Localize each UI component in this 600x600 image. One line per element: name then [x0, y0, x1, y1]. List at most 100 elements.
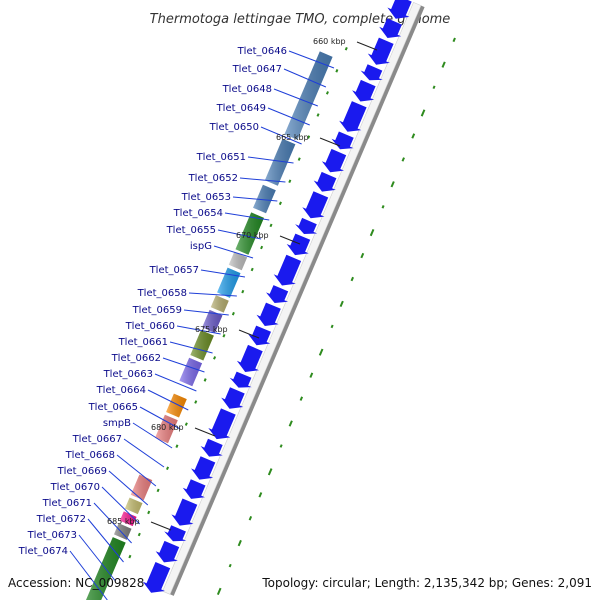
gc-mark: [156, 488, 160, 493]
forward-gene-arrow: [191, 456, 216, 480]
gc-mark: [231, 311, 235, 316]
leader-line: [288, 50, 335, 69]
gene-label: Tlet_0658: [137, 288, 187, 299]
gene-label: Tlet_0669: [57, 466, 107, 477]
kbp-tick-label: 665 kbp: [276, 133, 309, 142]
gc-mark: [420, 109, 426, 117]
forward-gene-arrow: [367, 37, 394, 65]
map-title: Thermotoga lettingae TMO, complete genom…: [150, 12, 451, 27]
gc-mark: [411, 133, 416, 139]
gc-mark: [309, 372, 314, 378]
forward-gene-arrow: [142, 562, 171, 593]
gene-label: Tlet_0673: [27, 530, 77, 541]
gc-mark: [299, 396, 304, 401]
gene-label: Tlet_0650: [209, 122, 259, 133]
cog-block-shade: [210, 295, 229, 313]
gc-mark: [278, 201, 282, 206]
leader-line: [78, 534, 116, 582]
gene-label: Tlet_0662: [111, 353, 161, 364]
cog-block-shade: [235, 212, 264, 255]
gene-label: Tlet_0657: [149, 265, 199, 276]
leader-line: [87, 518, 124, 563]
gc-mark: [369, 228, 375, 237]
gene-label: Tlet_0652: [188, 173, 238, 184]
gc-mark: [360, 252, 365, 259]
gc-mark: [137, 532, 141, 537]
gene-label: Tlet_0649: [216, 103, 266, 114]
gc-mark: [316, 113, 320, 117]
gene-labels: Tlet_0646 Tlet_0647 Tlet_0648 Tlet_0649 Tlet…: [18, 46, 287, 557]
forward-gene-arrow: [200, 438, 223, 457]
gc-mark: [128, 554, 132, 559]
kbp-tick-label: 675 kbp: [195, 325, 228, 334]
forward-strand-track: [142, 0, 412, 593]
gc-mark: [339, 300, 344, 308]
backbone-band: [162, 2, 422, 595]
leader-line: [188, 292, 237, 297]
gene-label: Tlet_0651: [196, 152, 246, 163]
gc-mark: [267, 468, 273, 476]
leader-line: [247, 156, 294, 164]
accession-label: Accession: NC_009828: [8, 576, 144, 590]
backbone-shadow: [170, 5, 425, 596]
topology-label: Topology: circular; Length: 2,135,342 bp…: [261, 576, 592, 590]
kbp-tick-mark: [279, 235, 301, 245]
leader-line: [123, 438, 165, 468]
gene-label: Tlet_0655: [166, 225, 216, 236]
gc-mark: [307, 135, 311, 139]
gc-mark: [390, 181, 395, 188]
gc-mark: [260, 245, 264, 250]
gene-label: Tlet_0661: [118, 337, 168, 348]
forward-gene-arrow: [321, 148, 347, 173]
leader-line: [239, 177, 286, 183]
leader-line: [116, 454, 157, 487]
forward-gene-arrow: [229, 371, 252, 388]
forward-gene-arrow: [221, 387, 245, 409]
gc-mark: [381, 205, 385, 209]
forward-gene-arrow: [236, 344, 263, 372]
forward-gene-arrow: [266, 285, 289, 303]
leader-line: [93, 502, 132, 544]
forward-gene-arrow: [339, 101, 367, 132]
leader-line: [283, 68, 327, 88]
gc-mark: [258, 492, 263, 498]
gc-mark: [213, 356, 217, 360]
gc-mark: [166, 466, 170, 471]
gc-mark: [330, 324, 334, 329]
forward-gene-arrow: [182, 479, 206, 499]
leader-line: [69, 550, 108, 600]
forward-gene-arrow: [273, 254, 302, 286]
cog-block-shade: [253, 184, 276, 214]
kbp-tick-label: 685 kbp: [107, 517, 140, 526]
gene-label: Tlet_0674: [18, 546, 68, 557]
forward-gene-arrow: [360, 64, 383, 81]
gene-label: Tlet_0664: [96, 385, 146, 396]
forward-gene-arrow: [387, 0, 412, 19]
gene-label: Tlet_0668: [65, 450, 115, 461]
gene-label: Tlet_0663: [103, 369, 153, 380]
leader-line: [260, 126, 302, 145]
gc-mark: [325, 91, 329, 95]
cog-block-shade: [179, 357, 203, 387]
kbp-tick-mark: [319, 137, 341, 147]
cog-block-shade: [124, 497, 143, 515]
kbp-tick-label: 670 kbp: [236, 231, 269, 240]
gc-mark: [269, 223, 273, 228]
leader-line: [273, 88, 318, 107]
cog-block-shade: [166, 393, 187, 418]
forward-gene-arrow: [313, 171, 337, 192]
gene-label: Tlet_0660: [125, 321, 175, 332]
leader-line: [101, 486, 141, 525]
gene-label: Tlet_0670: [50, 482, 100, 493]
gc-mark: [147, 510, 151, 515]
cog-block-shade: [119, 511, 137, 527]
leader-line: [183, 309, 229, 316]
forward-gene-arrow: [171, 498, 198, 526]
gc-mark: [318, 348, 324, 356]
leader-line: [162, 357, 205, 373]
gc-mark: [237, 539, 242, 547]
gc-mark: [335, 69, 339, 73]
cog-block-shade: [264, 138, 296, 186]
gc-mark: [241, 289, 245, 294]
